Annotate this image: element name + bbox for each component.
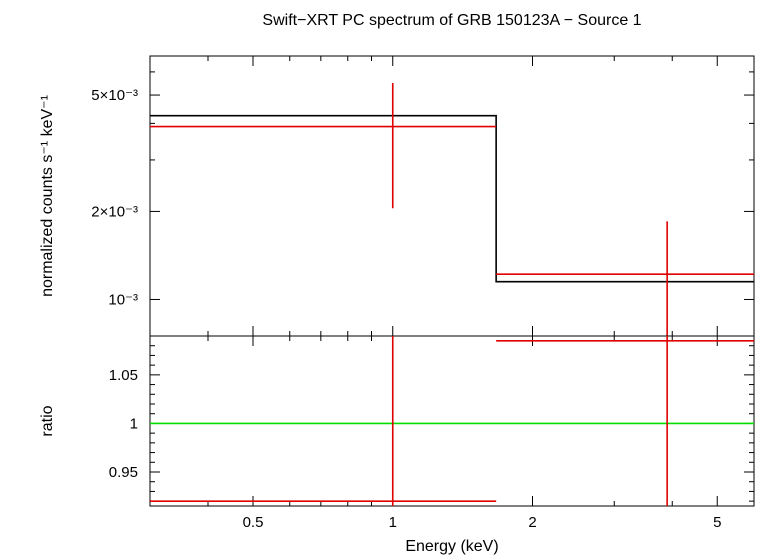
x-tick-label: 1	[389, 514, 397, 531]
ratio-panel: 0.95 1 1.05 0.5 1 2 5 ratio Energy (keV)	[39, 335, 755, 555]
x-tick-label: 2	[528, 514, 536, 531]
ratio-y-tick-label: 0.95	[109, 464, 138, 481]
spectrum-y-axis: 10⁻³ 2×10⁻³ 5×10⁻³	[91, 71, 754, 308]
model-step-line	[150, 114, 754, 283]
spectrum-frame	[149, 55, 755, 337]
ratio-y-tick-label: 1	[130, 415, 138, 432]
spectrum-x-ticks	[149, 56, 755, 336]
chart-title: Swift−XRT PC spectrum of GRB 150123A − S…	[262, 12, 641, 29]
x-tick-label: 0.5	[243, 514, 264, 531]
x-axis-label: Energy (keV)	[405, 538, 498, 555]
ratio-y-tick-label: 1.05	[109, 367, 138, 384]
ratio-frame	[149, 335, 755, 507]
ratio-series	[150, 336, 754, 506]
spectrum-series	[150, 82, 754, 336]
spectrum-panel: 10⁻³ 2×10⁻³ 5×10⁻³ normalized counts s⁻¹ k…	[39, 55, 755, 337]
spectrum-y-label: normalized counts s⁻¹ keV⁻¹	[39, 95, 56, 297]
spectrum-y-tick-label: 10⁻³	[108, 291, 138, 308]
spectrum-y-tick-label: 2×10⁻³	[91, 203, 138, 220]
spectrum-y-tick-label: 5×10⁻³	[91, 87, 138, 104]
x-tick-label: 5	[713, 514, 721, 531]
ratio-y-label: ratio	[39, 405, 56, 436]
